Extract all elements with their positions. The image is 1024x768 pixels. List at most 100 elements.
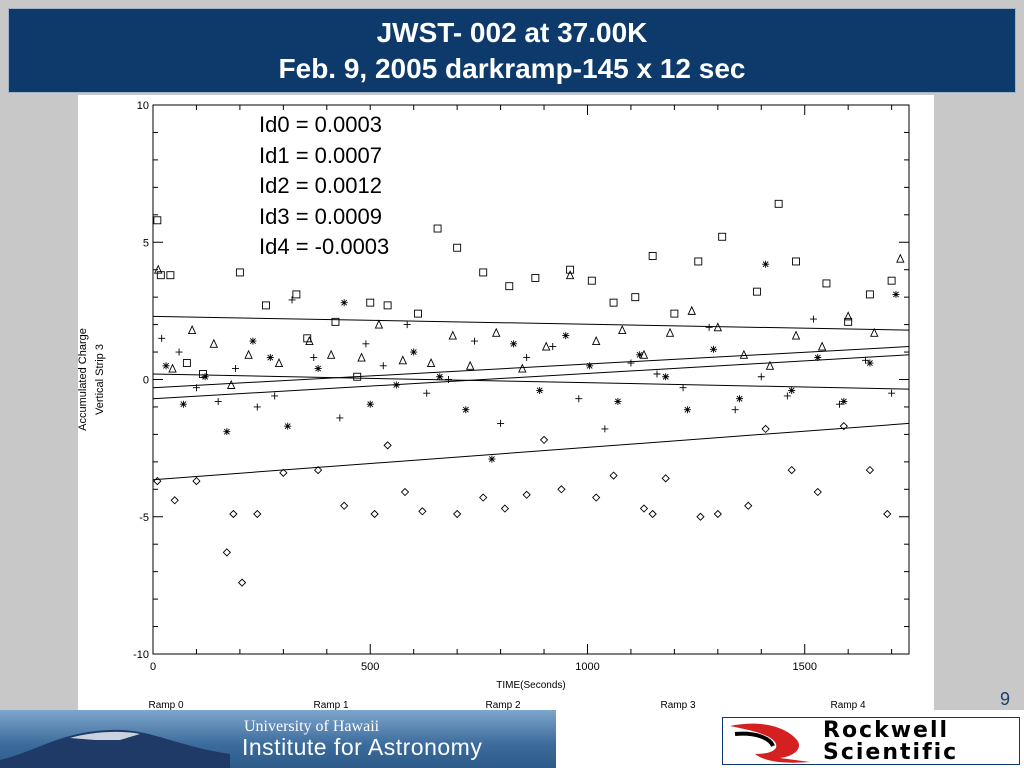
triangle-marker [305, 336, 314, 346]
triangle-marker [492, 327, 501, 337]
asterisk-marker [162, 362, 170, 370]
plus-marker [523, 354, 531, 362]
diamond-marker [479, 493, 488, 502]
chart-legend: Id0 = 0.0003 Id1 = 0.0007 Id2 = 0.0012 I… [257, 110, 396, 263]
fit-line [152, 373, 910, 390]
plus-marker [192, 384, 200, 392]
triangle-marker [227, 379, 236, 389]
asterisk-marker [736, 395, 744, 403]
diamond-marker [313, 465, 323, 475]
triangle-marker [274, 357, 284, 367]
ramp-label: Ramp 0 [148, 700, 183, 710]
asterisk-marker [249, 337, 257, 345]
y-axis-label: Accumulated Charge [78, 328, 89, 431]
square-marker [479, 268, 488, 277]
footer-bar: University of Hawaii Institute for Astro… [0, 710, 1024, 768]
plus-marker [232, 365, 240, 373]
square-marker [331, 317, 340, 326]
ramp-label: Ramp 1 [313, 700, 348, 710]
square-marker [752, 287, 761, 296]
diamond-marker [813, 487, 822, 497]
diamond-marker [557, 485, 566, 494]
plus-marker [253, 403, 261, 411]
x-tick-label: 1000 [575, 661, 599, 673]
diamond-marker [383, 441, 392, 450]
ramp-label: Ramp 2 [485, 700, 520, 710]
plus-marker [757, 373, 765, 381]
plus-marker [679, 384, 687, 392]
diamond-marker [839, 422, 848, 431]
square-marker [718, 232, 727, 241]
square-marker [156, 271, 165, 280]
square-marker [774, 199, 783, 208]
square-marker [631, 293, 640, 302]
triangle-marker [518, 363, 527, 373]
plus-marker [444, 376, 452, 383]
asterisk-marker [488, 455, 496, 463]
triangle-marker [713, 322, 723, 332]
square-marker [505, 282, 514, 291]
legend-item: Id3 = 0.0009 [259, 203, 382, 229]
square-marker [199, 370, 207, 378]
plus-marker [705, 323, 713, 331]
diamond-marker [237, 578, 247, 587]
diamond-marker [883, 509, 892, 519]
diamond-marker [696, 512, 705, 521]
square-marker [414, 309, 422, 318]
slide-title-line2: Feb. 9, 2005 darkramp-145 x 12 sec [278, 53, 746, 84]
diamond-marker [648, 509, 657, 519]
asterisk-marker [462, 406, 470, 414]
diamond-marker [170, 496, 179, 505]
legend-item: Id1 = 0.0007 [259, 142, 382, 168]
diamond-marker [370, 509, 379, 519]
asterisk-marker [179, 400, 187, 408]
asterisk-marker [410, 348, 418, 356]
plot-area: -10 -5 0 5 10 0 500 1000 1500 TIME(Seconds) Accumu… [78, 95, 934, 710]
x-tick-label: 500 [361, 661, 379, 673]
diamond-marker [713, 509, 722, 519]
square-marker [366, 298, 375, 307]
asterisk-marker [614, 397, 622, 405]
mauna-kea-icon [0, 729, 230, 768]
square-marker [609, 298, 618, 307]
plus-marker [214, 397, 222, 405]
triangle-marker [739, 349, 749, 359]
ifa-text-line1: University of Hawaii [244, 718, 380, 735]
x-axis-label: TIME(Seconds) [496, 680, 565, 691]
square-marker [182, 359, 191, 367]
y-tick-label: 5 [143, 237, 149, 249]
rockwell-text-line2: Scientific [823, 740, 959, 765]
triangle-marker [765, 360, 775, 370]
triangle-marker [465, 360, 475, 370]
plus-marker [888, 389, 896, 397]
triangle-marker [187, 325, 197, 335]
asterisk-marker [510, 340, 518, 348]
triangle-marker [154, 264, 163, 274]
diamond-marker [340, 501, 349, 510]
triangle-marker [591, 336, 601, 346]
diamond-marker [592, 493, 601, 502]
asterisk-marker [636, 351, 644, 359]
plus-marker [379, 362, 387, 370]
asterisk-marker [709, 345, 717, 353]
fit-line [152, 354, 910, 400]
plus-marker [601, 425, 609, 433]
square-marker [844, 317, 853, 326]
diamond-marker [222, 548, 231, 557]
square-marker [166, 271, 175, 280]
triangle-marker [374, 319, 384, 329]
asterisk-marker [866, 359, 874, 367]
plus-marker [158, 334, 166, 342]
square-marker [262, 301, 270, 310]
plus-marker [288, 296, 296, 304]
triangle-marker [326, 349, 336, 359]
legend-item: Id2 = 0.0012 [259, 173, 382, 198]
y-tick-label: 10 [137, 100, 149, 112]
diamond-marker [279, 468, 288, 477]
diamond-marker [400, 487, 410, 497]
triangle-marker [870, 327, 879, 337]
asterisk-marker [201, 373, 209, 381]
plus-marker [627, 359, 635, 367]
diamond-marker [500, 504, 510, 513]
plus-marker [336, 414, 344, 422]
